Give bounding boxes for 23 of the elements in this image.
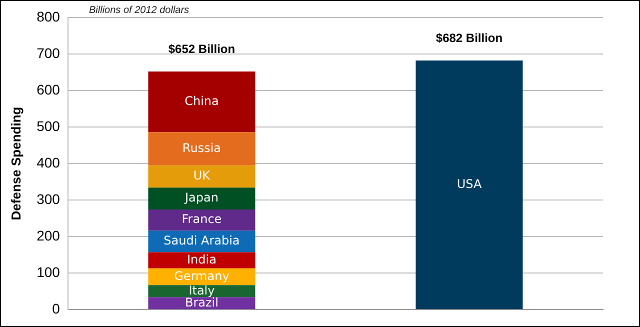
total-label: $652 Billion — [168, 42, 236, 56]
series-label: France — [182, 212, 222, 226]
series-label: China — [184, 94, 219, 108]
y-tick-label: 200 — [36, 227, 60, 244]
y-tick-label: 800 — [36, 8, 60, 24]
y-tick-label: 0 — [52, 300, 60, 316]
y-tick-label: 300 — [36, 190, 60, 207]
series-label: Italy — [188, 283, 215, 298]
series-label: India — [186, 252, 216, 266]
text: Billions of 2012 dollars — [89, 5, 190, 16]
y-axis-title: Defense Spending — [8, 106, 24, 220]
series-label: UK — [193, 168, 212, 183]
series-label: USA — [456, 176, 482, 191]
y-tick-label: 400 — [36, 154, 60, 170]
series-label: Japan — [184, 190, 218, 205]
total-label: $682 Billion — [436, 30, 503, 45]
y-tick-label: 100 — [36, 264, 60, 280]
series-label: Russia — [182, 140, 222, 155]
y-tick-label: 600 — [36, 81, 60, 98]
series-label: Saudi Arabia — [164, 234, 240, 248]
y-tick-label: 700 — [36, 44, 60, 61]
series-label: Germany — [174, 268, 230, 283]
y-tick-label: 500 — [36, 118, 60, 134]
